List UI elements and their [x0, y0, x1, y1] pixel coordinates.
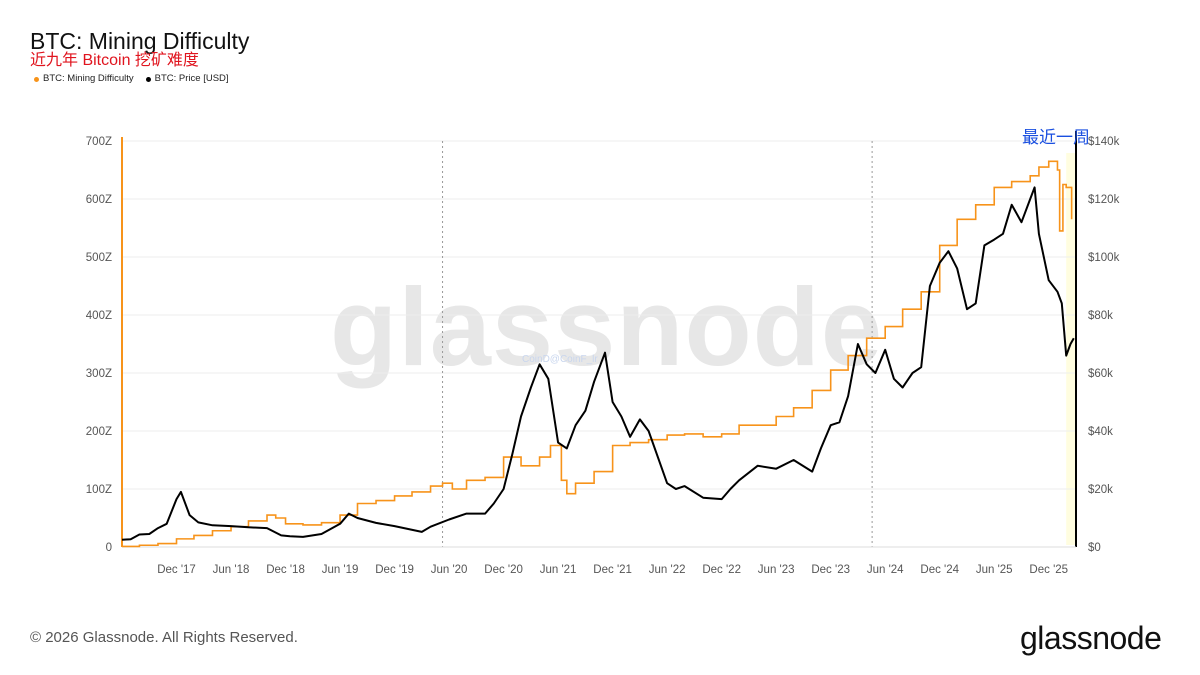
chart-title: BTC: Mining Difficulty	[30, 28, 250, 54]
legend-label-difficulty: BTC: Mining Difficulty	[43, 73, 134, 84]
recent-week-highlight	[1066, 153, 1076, 545]
x-tick-label: Jun '24	[867, 564, 904, 576]
legend-label-price: BTC: Price [USD]	[154, 73, 229, 84]
chart-subtitle: 近九年 Bitcoin 挖矿难度	[30, 52, 199, 69]
y-left-tick-label: 700Z	[86, 136, 112, 148]
x-tick-label: Dec '18	[266, 564, 305, 576]
y-left-tick-label: 300Z	[86, 368, 112, 380]
x-tick-label: Jun '18	[213, 564, 250, 576]
legend-item-price[interactable]: BTC: Price [USD]	[145, 73, 229, 85]
y-right-tick-label: $0	[1088, 542, 1101, 554]
y-right-tick-label: $60k	[1088, 368, 1113, 380]
y-right-tick-label: $140k	[1088, 136, 1120, 148]
recent-week-annotation: 最近一周	[1022, 128, 1090, 147]
legend-dot-price	[145, 76, 151, 82]
x-tick-label: Dec '19	[375, 564, 414, 576]
x-tick-label: Dec '24	[920, 564, 959, 576]
y-left-tick-label: 500Z	[86, 252, 112, 264]
footer-copyright: © 2026 Glassnode. All Rights Reserved.	[30, 629, 298, 646]
y-left-tick-label: 400Z	[86, 310, 112, 322]
y-right-tick-label: $80k	[1088, 310, 1113, 322]
footer-logo: glassnode	[1020, 620, 1162, 656]
y-left-tick-label: 200Z	[86, 426, 112, 438]
difficulty-line	[122, 160, 1073, 548]
y-left-tick-label: 600Z	[86, 194, 112, 206]
y-right-tick-label: $20k	[1088, 484, 1113, 496]
chart-legend: BTC: Mining Difficulty BTC: Price [USD]	[34, 73, 229, 85]
x-tick-label: Dec '23	[811, 564, 850, 576]
x-tick-label: Jun '20	[431, 564, 468, 576]
legend-dot-difficulty	[34, 76, 39, 82]
y-left-tick-label: 100Z	[86, 484, 112, 496]
x-tick-label: Dec '22	[702, 564, 741, 576]
x-tick-label: Jun '19	[322, 564, 359, 576]
y-right-tick-label: $120k	[1088, 194, 1120, 206]
price-line	[121, 186, 1075, 541]
y-right-tick-label: $40k	[1088, 426, 1113, 438]
y-right-tick-label: $100k	[1088, 252, 1120, 264]
x-tick-label: Jun '22	[649, 564, 686, 576]
x-tick-label: Jun '23	[758, 564, 795, 576]
y-left-tick-label: 0	[106, 542, 112, 554]
watermark: glassnode	[330, 266, 884, 389]
watermark-handle: CoinD@CoinF_lr	[522, 354, 598, 365]
x-tick-label: Jun '25	[976, 564, 1013, 576]
legend-item-difficulty[interactable]: BTC: Mining Difficulty	[34, 73, 134, 85]
x-tick-label: Jun '21	[540, 564, 577, 576]
x-tick-label: Dec '17	[157, 564, 196, 576]
x-tick-label: Dec '25	[1029, 564, 1068, 576]
x-tick-label: Dec '21	[593, 564, 632, 576]
x-tick-label: Dec '20	[484, 564, 523, 576]
